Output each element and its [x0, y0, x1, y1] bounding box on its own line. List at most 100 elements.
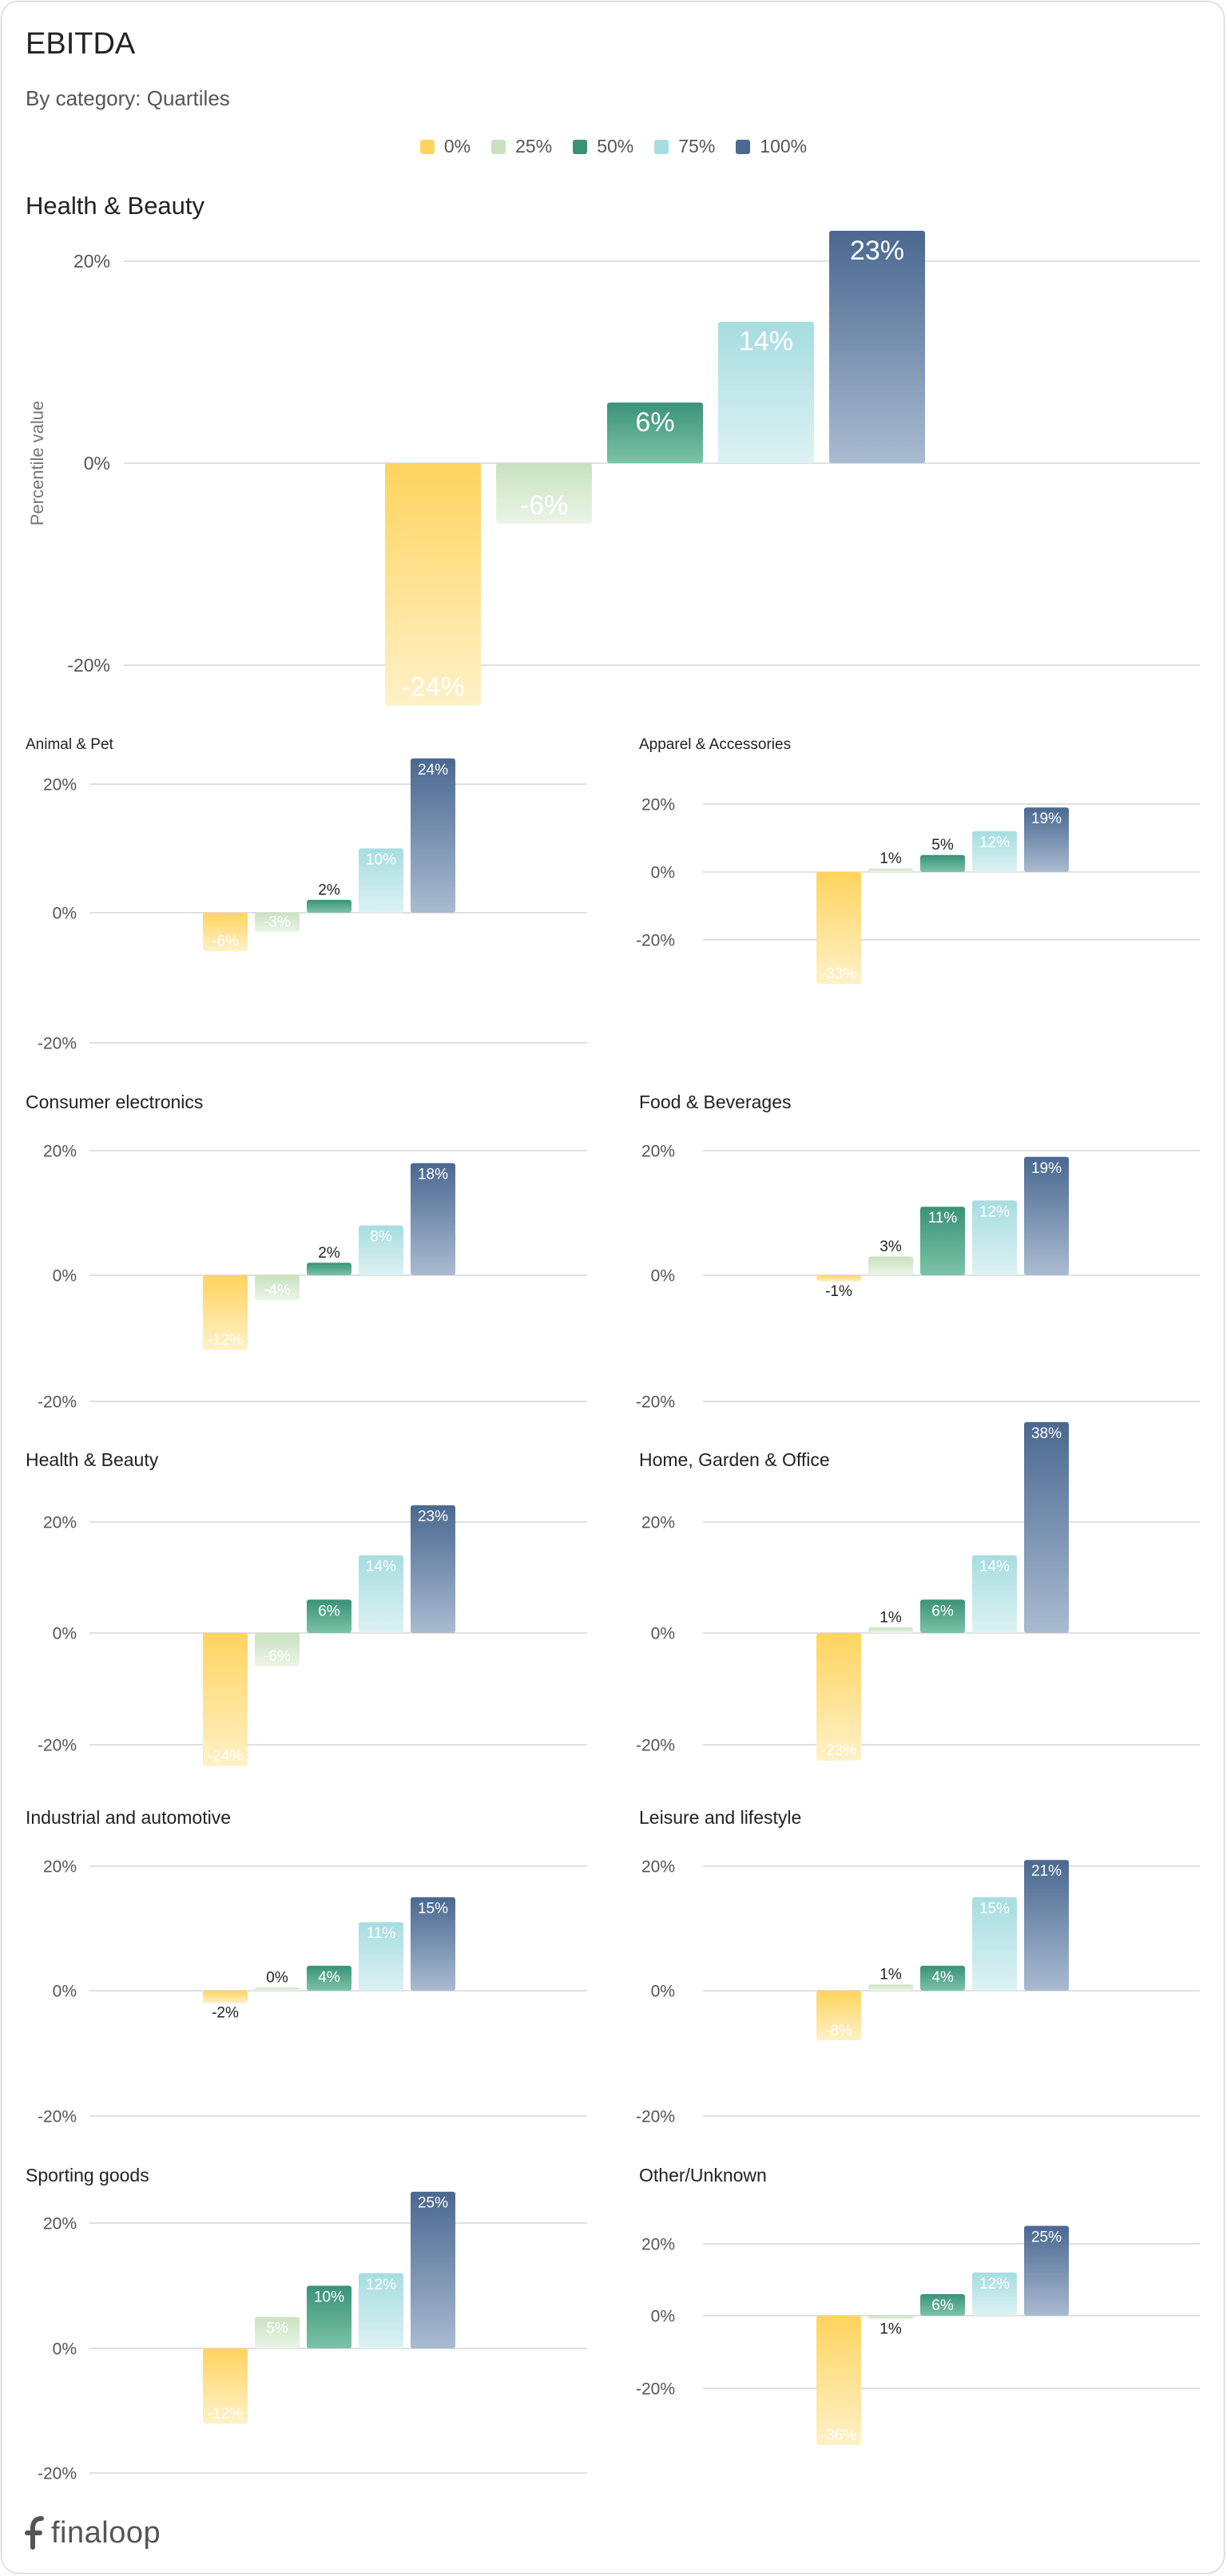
- bar-50%: [307, 1262, 351, 1275]
- bar-75%: [359, 1555, 403, 1633]
- data-label: 1%: [880, 2321, 902, 2338]
- bar-75%: [972, 2273, 1017, 2316]
- data-label: -23%: [821, 1742, 856, 1759]
- bar-75%: [972, 1555, 1017, 1633]
- bar-100%: [411, 1897, 455, 1991]
- bar-75%: [718, 321, 814, 463]
- legend-swatch-100: [736, 139, 751, 154]
- y-tick-label: 20%: [73, 251, 110, 271]
- chart-title: Leisure and lifestyle: [639, 1807, 801, 1828]
- bar-75%: [359, 1225, 403, 1275]
- chart-10: Other/Unknown 20% 0% -20% -36% 1% 6% 12% 25%: [636, 2165, 1200, 2445]
- finaloop-logo-icon: [25, 2516, 44, 2550]
- data-label: -12%: [208, 2406, 243, 2423]
- y-tick-label: 20%: [43, 1513, 77, 1532]
- bar-75%: [972, 1200, 1017, 1275]
- chart-9: Sporting goods 20% 0% -20% -12% 5% 10% 12% 25%: [26, 2165, 587, 2483]
- bar-75%: [359, 848, 403, 913]
- bar-0%: [203, 2348, 248, 2424]
- chart-0: Health & Beauty 20% 0% -20% Percentile value…: [26, 192, 1200, 706]
- y-tick-label: -20%: [636, 1393, 675, 1411]
- y-tick-label: -20%: [67, 655, 110, 676]
- data-label: 18%: [418, 1167, 448, 1183]
- bar-25%: [255, 1275, 300, 1301]
- legend-label-50: 50%: [597, 136, 634, 157]
- chart-title: Food & Beverages: [639, 1092, 792, 1112]
- bar-100%: [1024, 2225, 1069, 2316]
- data-label: 19%: [1031, 810, 1062, 827]
- y-tick-label: 20%: [641, 2235, 675, 2253]
- bar-50%: [307, 1965, 351, 1991]
- data-label: 1%: [880, 1967, 902, 1984]
- y-tick-label: 0%: [53, 1982, 77, 2000]
- bar-0%: [816, 2316, 861, 2445]
- chart-title: Sporting goods: [26, 2165, 149, 2186]
- data-label: 25%: [418, 2195, 448, 2212]
- data-label: -24%: [401, 672, 464, 703]
- y-tick-label: 0%: [84, 453, 110, 474]
- finaloop-logo: finaloop: [24, 2515, 161, 2550]
- data-label: 15%: [418, 1900, 448, 1917]
- bar-100%: [411, 2191, 455, 2348]
- bar-0%: [203, 1633, 248, 1766]
- data-label: 12%: [366, 2277, 396, 2293]
- data-label: 24%: [418, 762, 448, 779]
- y-tick-label: -20%: [636, 931, 675, 949]
- bar-75%: [972, 831, 1017, 872]
- y-tick-label: 20%: [641, 1513, 675, 1532]
- data-label: 5%: [931, 837, 954, 854]
- data-label: 23%: [418, 1508, 448, 1525]
- bar-100%: [411, 758, 455, 913]
- data-label: -2%: [212, 2005, 239, 2022]
- bar-50%: [607, 402, 703, 463]
- data-label: 11%: [367, 1925, 396, 1942]
- chart-title: Health & Beauty: [26, 1449, 159, 1470]
- data-label: -36%: [821, 2427, 856, 2443]
- legend-swatch-0: [419, 139, 435, 154]
- chart-1: Animal & Pet 20% 0% -20% -6% -3% 2% 10% 24%: [26, 736, 587, 1052]
- data-label: 0%: [266, 1969, 288, 1986]
- bar-0%: [816, 1991, 861, 2041]
- legend-item-50: 50%: [573, 136, 633, 157]
- legend-item-100: 100%: [736, 136, 807, 157]
- data-label: -4%: [264, 1282, 291, 1299]
- data-label: 25%: [1031, 2229, 1062, 2245]
- bar-0%: [816, 1275, 861, 1282]
- data-label: 5%: [266, 2320, 288, 2337]
- bar-100%: [1024, 807, 1069, 872]
- bar-25%: [255, 913, 300, 933]
- data-label: -1%: [825, 1283, 852, 1300]
- y-tick-label: -20%: [636, 2107, 675, 2126]
- y-tick-label: 20%: [641, 795, 675, 814]
- data-label: -33%: [821, 966, 856, 983]
- bar-25%: [868, 2316, 913, 2320]
- page-subtitle: By category: Quartiles: [26, 86, 230, 110]
- y-axis-label: Percentile value: [27, 401, 47, 526]
- chart-title: Home, Garden & Office: [639, 1449, 830, 1470]
- y-tick-label: -20%: [636, 2380, 675, 2398]
- bar-100%: [829, 231, 925, 463]
- y-tick-label: 20%: [43, 1857, 77, 1876]
- chart-3: Consumer electronics 20% 0% -20% -12% -4% 2% 8%…: [26, 1092, 587, 1411]
- brand-name: finaloop: [51, 2515, 161, 2550]
- data-label: 23%: [850, 236, 904, 266]
- page-title: EBITDA: [26, 27, 136, 61]
- data-label: -3%: [264, 914, 291, 931]
- y-tick-label: -20%: [38, 2464, 77, 2483]
- data-label: -6%: [264, 1648, 291, 1665]
- data-label: -24%: [208, 1748, 243, 1765]
- y-tick-label: 0%: [651, 863, 675, 882]
- chart-8: Leisure and lifestyle 20% 0% -20% -8% 1% 4% 15%…: [636, 1807, 1200, 2126]
- data-label: 12%: [979, 834, 1010, 851]
- bar-25%: [496, 463, 592, 524]
- data-label: 19%: [1031, 1160, 1062, 1177]
- chart-4: Food & Beverages 20% 0% -20% -1% 3% 11% 12% 19%: [636, 1092, 1200, 1411]
- y-tick-label: -20%: [38, 1736, 77, 1754]
- y-tick-label: 0%: [651, 1266, 675, 1285]
- bar-0%: [385, 463, 481, 706]
- legend-label-0: 0%: [443, 136, 471, 157]
- bar-100%: [1024, 1860, 1069, 1991]
- data-label: 12%: [979, 1203, 1010, 1220]
- y-tick-label: -20%: [38, 1034, 77, 1052]
- bar-50%: [920, 854, 965, 872]
